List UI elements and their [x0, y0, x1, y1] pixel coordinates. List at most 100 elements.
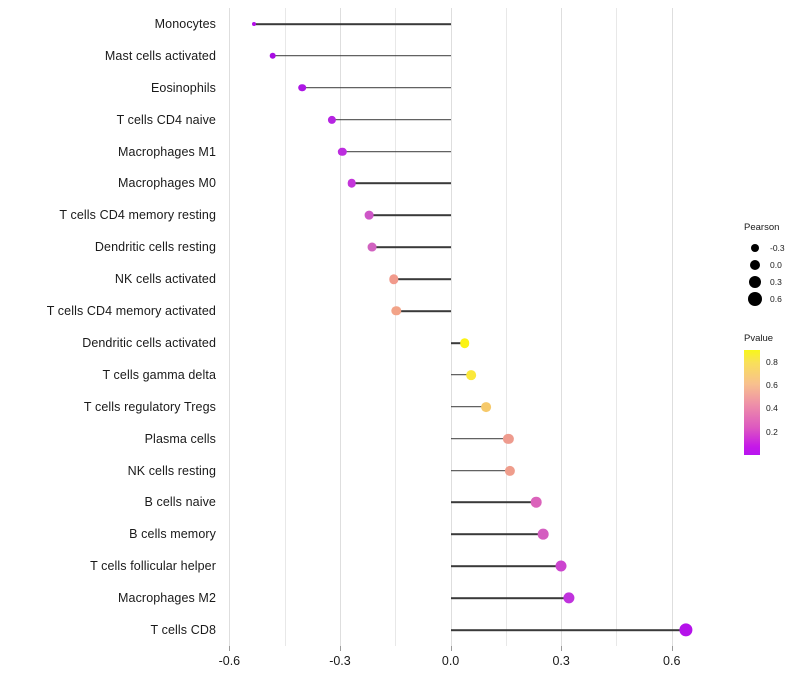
colorbar-tick [760, 431, 764, 433]
y-axis-label: Macrophages M2 [118, 591, 216, 606]
lollipop-stem [372, 246, 451, 249]
colorbar-tick-label: 0.6 [766, 380, 778, 390]
lollipop-dot[interactable] [269, 52, 276, 60]
lollipop-dot[interactable] [531, 497, 542, 508]
colorbar-tick [760, 408, 764, 410]
lollipop-stem [450, 374, 472, 376]
color-legend-title: Pvalue [744, 333, 774, 344]
lollipop-stem [450, 565, 561, 568]
lollipop-dot[interactable] [459, 338, 470, 348]
y-axis-label: T cells CD4 naive [116, 112, 216, 127]
size-legend: Pearson -0.3 0.0 0.3 0.6 [744, 222, 800, 307]
lollipop-stem [302, 86, 451, 89]
lollipop-dot[interactable] [503, 433, 514, 444]
color-legend: Pvalue 0.8 0.6 0.4 0.2 [744, 333, 800, 455]
size-legend-entry: 0.0 [744, 256, 800, 273]
gridline-major [671, 8, 673, 646]
size-legend-dot [750, 259, 760, 270]
gridline-minor [284, 8, 286, 646]
gridline-minor [395, 8, 397, 646]
y-axis-labels: Monocytes Mast cells activated Eosinophils… [0, 8, 216, 646]
y-axis-label: T cells CD4 memory activated [46, 304, 216, 319]
gridline-major [561, 8, 563, 646]
lollipop-stem [450, 342, 465, 344]
y-axis-label: T cells regulatory Tregs [83, 399, 216, 414]
lollipop-stem [450, 437, 509, 440]
x-axis-tick-label: 0.3 [552, 654, 570, 668]
lollipop-dot[interactable] [391, 306, 402, 316]
gridline-major [339, 8, 341, 646]
size-legend-dot [749, 275, 761, 288]
y-axis-label: T cells follicular helper [90, 559, 216, 574]
lollipop-dot[interactable] [298, 83, 307, 92]
size-legend-label: 0.0 [770, 259, 782, 270]
y-axis-label: NK cells resting [127, 463, 216, 478]
lollipop-stem [331, 118, 451, 121]
y-axis-label: NK cells activated [114, 272, 216, 287]
lollipop-dot[interactable] [466, 370, 477, 380]
y-axis-label: Dendritic cells resting [94, 240, 216, 255]
lollipop-stem [450, 469, 511, 472]
lollipop-dot[interactable] [337, 147, 347, 156]
x-axis-tick [450, 646, 452, 651]
lollipop-dot[interactable] [563, 592, 575, 604]
size-legend-dot-swatch [744, 291, 766, 306]
lollipop-stem [272, 55, 451, 57]
colorbar-tick [760, 361, 764, 363]
y-axis-label: T cells CD4 memory resting [59, 208, 216, 223]
x-axis-tick-label: -0.6 [218, 654, 241, 668]
x-axis-tick [229, 646, 231, 651]
y-axis-label: T cells gamma delta [102, 367, 216, 382]
size-legend-dot-swatch [744, 275, 766, 288]
colorbar-tick [760, 385, 764, 386]
lollipop-dot[interactable] [347, 179, 357, 188]
x-axis-tick [339, 646, 341, 651]
colorbar-tick-label: 0.8 [766, 356, 778, 367]
x-axis-tick [561, 646, 563, 651]
size-legend-label: 0.6 [770, 293, 782, 304]
gridline-minor [505, 8, 507, 646]
lollipop-stem [369, 214, 451, 217]
lollipop-dot[interactable] [505, 465, 516, 476]
colorbar-gradient [744, 350, 760, 455]
y-axis-label: B cells naive [144, 495, 216, 510]
size-legend-title: Pearson [744, 222, 780, 233]
colorbar-tick-label: 0.4 [766, 403, 778, 414]
lollipop-stem [450, 501, 537, 504]
size-legend-dot-swatch [744, 259, 766, 270]
y-axis-label: B cells memory [129, 527, 216, 542]
lollipop-stem [450, 533, 544, 536]
lollipop-dot[interactable] [389, 274, 399, 284]
lollipop-dot[interactable] [537, 529, 549, 540]
gridline-major [229, 8, 231, 646]
lollipop-stem [396, 310, 451, 312]
lollipop-stem [393, 278, 451, 280]
y-axis-label: Eosinophils [150, 80, 216, 95]
colorbar-wrap: 0.8 0.6 0.4 0.2 [744, 350, 800, 455]
lollipop-dot[interactable] [679, 623, 693, 637]
lollipop-dot[interactable] [555, 560, 567, 572]
lollipop-dot[interactable] [481, 401, 491, 412]
lollipop-dot[interactable] [251, 21, 256, 26]
colorbar-ticks: 0.8 0.6 0.4 0.2 [760, 350, 798, 455]
lollipop-stem [342, 150, 451, 153]
colorbar-tick-label: 0.2 [766, 426, 778, 437]
lollipop-dot[interactable] [365, 210, 374, 220]
lollipop-dot[interactable] [327, 115, 336, 124]
lollipop-dot[interactable] [367, 242, 377, 252]
lollipop-stem [450, 629, 686, 631]
lollipop-stem [450, 405, 486, 408]
lollipop-stem [253, 23, 451, 25]
x-axis-tick-label: -0.3 [329, 654, 351, 668]
size-legend-label: -0.3 [770, 242, 785, 253]
y-axis-label: Monocytes [154, 16, 216, 31]
x-axis-tick-label: 0.6 [663, 654, 681, 668]
x-axis-tick [671, 646, 673, 651]
lollipop-stem [450, 597, 569, 599]
x-axis-tick-label: 0.0 [441, 654, 460, 668]
size-legend-label: 0.3 [770, 276, 782, 287]
y-axis-label: Dendritic cells activated [82, 335, 216, 350]
size-legend-dot-swatch [744, 243, 766, 252]
gridline-minor [616, 8, 618, 646]
